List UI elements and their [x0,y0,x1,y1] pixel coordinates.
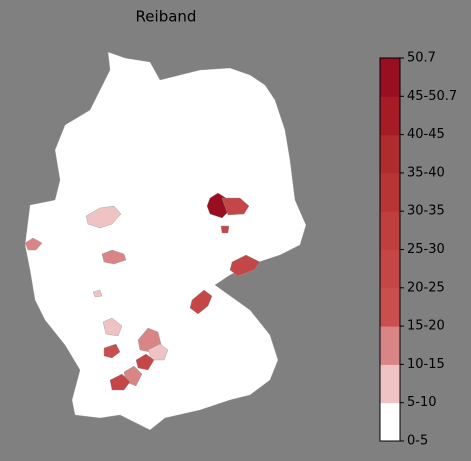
colorbar-label: 25-30 [407,242,445,257]
colorbar-label: 40-45 [407,127,445,142]
colorbar-label: 35-40 [407,165,445,180]
colorbar-segment [380,58,400,97]
district [189,289,213,315]
district [229,254,261,277]
colorbar-segment [380,134,400,174]
country-outline [24,51,307,431]
district [85,205,122,229]
colorbar-segment [380,364,400,404]
district [221,197,250,216]
colorbar-segment [380,211,400,250]
colorbar: 0-5 5-10 10-15 15-20 20-25 25-30 30-35 35-40 40-… [379,51,457,449]
colorbar-label: 15-20 [407,319,445,334]
district [24,237,43,251]
colorbar-segment [380,287,400,327]
district [92,289,103,298]
colorbar-label: 10-15 [407,357,445,372]
district [220,225,230,234]
colorbar-label: 50.7 [407,51,436,66]
district [109,373,131,391]
district [135,353,155,371]
colorbar-segment [380,172,400,212]
colorbar-label: 45-50.7 [407,89,457,104]
colorbar-segment [380,326,400,365]
colorbar-label: 0-5 [407,434,428,449]
colorbar-segment [380,402,400,442]
map-title: Reiband [136,8,197,26]
district [101,249,127,265]
colorbar-label: 20-25 [407,280,445,295]
colorbar-segment [380,96,400,136]
district [103,343,121,359]
germany-map [24,51,307,431]
district [102,317,123,337]
colorbar-label: 5-10 [407,395,437,410]
colorbar-segment [380,249,400,289]
colorbar-label: 30-35 [407,204,445,219]
